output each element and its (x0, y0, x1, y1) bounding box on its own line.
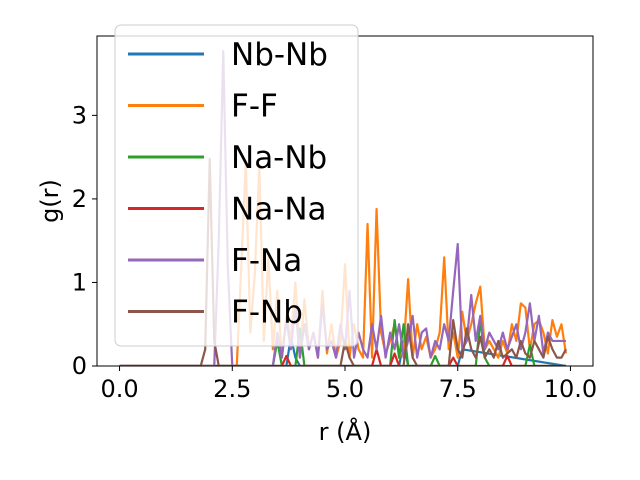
legend-label-na-na: Na-Na (231, 192, 327, 228)
y-tick-label: 1 (72, 268, 87, 296)
legend-label-f-nb: F-Nb (231, 295, 303, 331)
legend-label-f-f: F-F (231, 89, 278, 125)
series-line-na-na (119, 348, 566, 366)
x-tick-label: 2.5 (213, 375, 251, 403)
x-axis-ticks: 0.0 2.5 5.0 7.5 10.0 (100, 366, 597, 403)
y-tick-label: 3 (72, 101, 87, 129)
legend-label-f-na: F-Na (231, 243, 302, 279)
legend: Nb-Nb F-F Na-Nb Na-Na F-Na F-Nb (114, 24, 359, 347)
x-tick-label: 0.0 (100, 375, 138, 403)
x-axis-label: r (Å) (319, 417, 372, 446)
y-axis-ticks: 0 1 2 3 (72, 101, 97, 380)
series-line-f-nb (119, 157, 567, 366)
y-tick-label: 2 (72, 185, 87, 213)
x-tick-label: 10.0 (544, 375, 597, 403)
legend-label-nb-nb: Nb-Nb (231, 37, 328, 73)
x-tick-label: 7.5 (439, 375, 477, 403)
legend-label-na-nb: Na-Nb (231, 140, 327, 176)
y-tick-label: 0 (72, 352, 87, 380)
y-axis-label: g(r) (36, 179, 64, 223)
x-tick-label: 5.0 (326, 375, 364, 403)
